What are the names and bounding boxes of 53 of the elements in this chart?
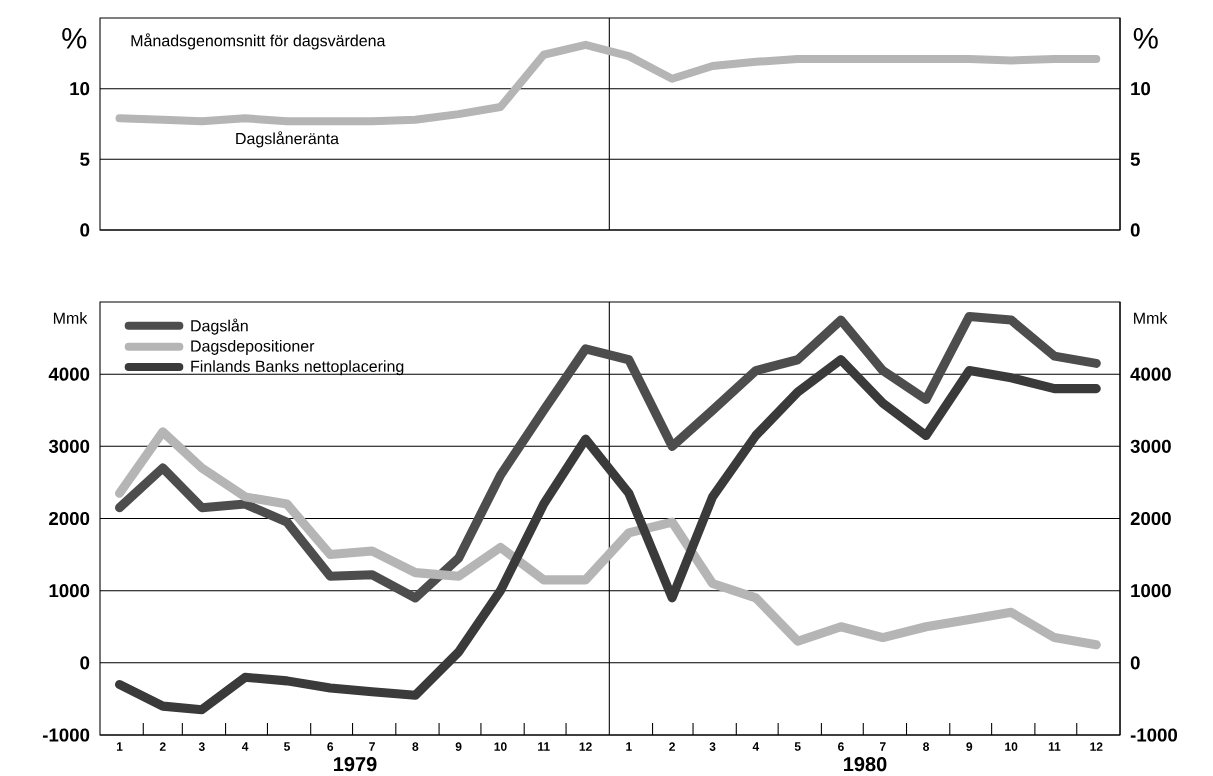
- y2-tick-label: 2000: [1130, 511, 1171, 526]
- annotation: Månadsgenomsnitt för dagsvärdena: [131, 33, 386, 50]
- y-tick-label: -1000: [42, 728, 90, 742]
- y-tick-label: 1000: [49, 584, 90, 598]
- x-tick-label: 5: [794, 742, 801, 751]
- legend-label: Dagsdepositioner: [191, 340, 315, 355]
- x-tick-label: 2: [159, 742, 166, 751]
- x-tick-label: 8: [923, 742, 930, 751]
- y2-tick-label: 4000: [1130, 367, 1171, 381]
- y2-tick-label: 0: [1130, 656, 1140, 670]
- x-tick-label: 4: [752, 742, 760, 751]
- text: 1979: [334, 757, 377, 772]
- x-tick-label: 6: [327, 742, 334, 751]
- x-tick-label: 2: [669, 742, 675, 751]
- y-tick-label: 4000: [48, 367, 90, 381]
- x-tick-label: 12: [579, 742, 592, 751]
- x-tick-label: 3: [198, 742, 205, 751]
- y2-tick-label: 5: [1130, 152, 1140, 166]
- x-tick-label: 7: [369, 742, 375, 751]
- y-tick-label: 5: [80, 152, 90, 166]
- x-tick-label: 1: [116, 742, 123, 751]
- x-tick-label: 10: [494, 742, 507, 751]
- y2-tick-label: 10: [1131, 82, 1151, 96]
- y2-axis-title: %: [1133, 28, 1158, 49]
- x-tick-label: 12: [1090, 742, 1103, 751]
- y-tick-label: 0: [80, 656, 90, 670]
- x-tick-label: 9: [966, 742, 973, 751]
- y-axis-title: %: [62, 28, 87, 49]
- x-tick-label: 11: [1048, 742, 1061, 751]
- y2-axis-title: Mmk: [1134, 312, 1168, 324]
- text: 1980: [844, 757, 887, 772]
- y-tick-label: 0: [80, 223, 90, 237]
- y2-tick-label: 0: [1130, 223, 1140, 237]
- y-tick-label: 10: [70, 82, 90, 96]
- x-tick-label: 10: [1005, 742, 1018, 751]
- y2-tick-label: 1000: [1131, 584, 1171, 598]
- x-tick-label: 9: [455, 742, 462, 751]
- y2-tick-label: -1000: [1130, 728, 1178, 742]
- legend-label: Dagslån: [191, 318, 248, 335]
- x-tick-label: 7: [879, 742, 886, 751]
- y-tick-label: 2000: [49, 511, 90, 526]
- x-tick-label: 5: [284, 742, 290, 751]
- y2-tick-label: 3000: [1130, 439, 1171, 453]
- x-tick-label: 8: [412, 742, 419, 751]
- x-tick-label: 1: [626, 742, 632, 751]
- x-tick-label: 11: [538, 742, 550, 751]
- series-label: Dagslåneränta: [236, 131, 339, 148]
- y-axis-title: Mmk: [53, 312, 88, 324]
- x-tick-label: 3: [709, 742, 716, 751]
- legend-label: Finlands Banks nettoplacering: [191, 360, 404, 376]
- x-tick-label: 4: [241, 742, 249, 751]
- x-tick-label: 6: [838, 742, 844, 751]
- y-tick-label: 3000: [48, 439, 90, 453]
